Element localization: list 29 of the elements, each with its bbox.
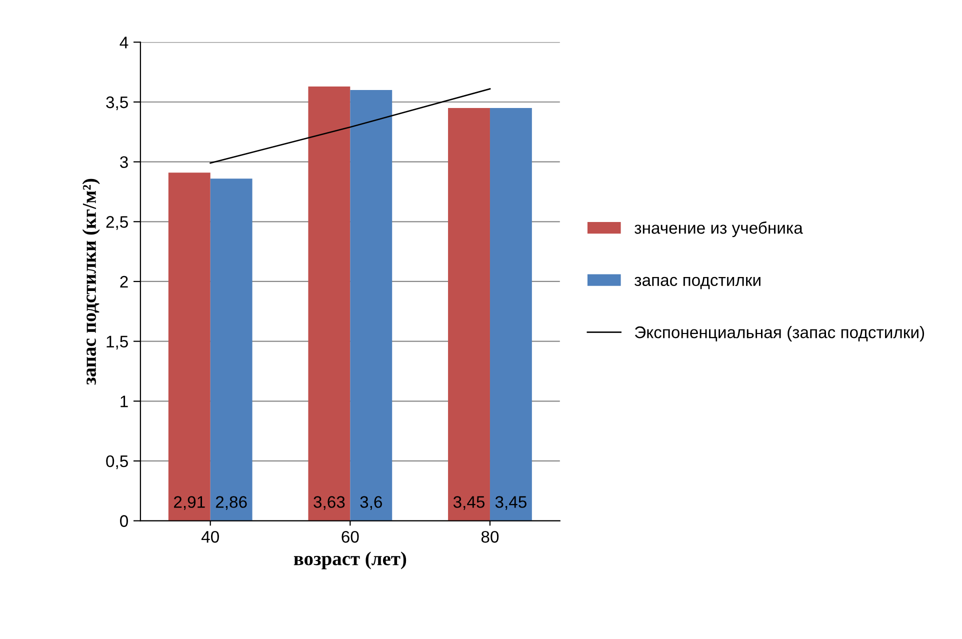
y-tick-label: 2 — [120, 276, 128, 288]
bar — [448, 108, 490, 521]
y-tick-label: 1 — [120, 396, 128, 408]
data-label: 2,91 — [174, 496, 205, 510]
bar — [490, 108, 532, 521]
y-tick-label: 3,5 — [106, 96, 128, 110]
y-tick-label: 0,5 — [106, 455, 128, 470]
y-tick-label: 2,5 — [106, 216, 128, 230]
data-label: 3,45 — [495, 496, 526, 510]
bar — [210, 178, 252, 521]
legend-label: запас подстилки — [634, 276, 760, 290]
y-tick-label: 3 — [120, 156, 128, 168]
y-tick-label: 0 — [120, 515, 128, 527]
y-tick-label: 4 — [120, 36, 128, 48]
x-tick-label: 60 — [342, 530, 359, 543]
x-tick-label: 80 — [481, 530, 499, 543]
y-tick-label: 1,5 — [106, 336, 128, 350]
y-axis-title: запас подстилки (кг/м²) — [82, 178, 100, 385]
legend-label: Экспоненциальная (запас подстилки) — [634, 326, 924, 342]
bar — [168, 172, 210, 521]
bar — [308, 86, 350, 521]
legend-label: значение из учебника — [634, 221, 803, 238]
bar — [350, 90, 392, 521]
data-label: 3,6 — [360, 496, 382, 510]
data-label: 3,45 — [453, 496, 485, 510]
data-label: 3,63 — [314, 496, 345, 510]
x-axis-title: возраст (лет) — [294, 552, 406, 570]
x-tick-label: 40 — [201, 530, 219, 543]
data-label: 2,86 — [216, 496, 247, 510]
